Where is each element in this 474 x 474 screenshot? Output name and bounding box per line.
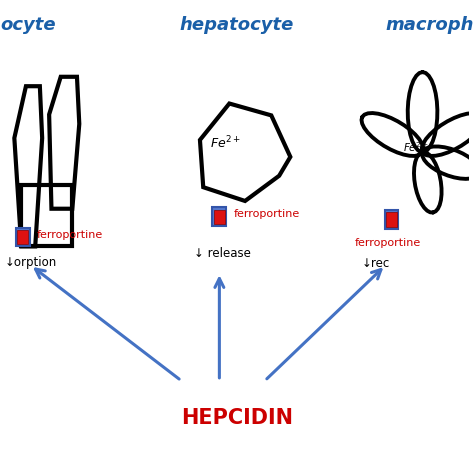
Text: ferroportine: ferroportine [36, 229, 103, 240]
Text: ferroportine: ferroportine [233, 210, 300, 219]
Text: ↓rec: ↓rec [361, 257, 390, 270]
Text: Fe$^{2+}$: Fe$^{2+}$ [210, 135, 241, 151]
Bar [386, 212, 397, 227]
Bar [384, 210, 399, 229]
Bar [18, 230, 28, 244]
Text: hepatocyte: hepatocyte [180, 16, 294, 34]
Bar [16, 228, 30, 246]
Text: ↓ release: ↓ release [194, 247, 251, 260]
Text: HEPCIDIN: HEPCIDIN [181, 409, 293, 428]
Text: ↓orption: ↓orption [5, 256, 57, 269]
Bar [212, 207, 226, 226]
Text: Fe$^{2+}$: Fe$^{2+}$ [403, 141, 428, 155]
Text: ocyte: ocyte [0, 16, 56, 34]
Text: macroph: macroph [385, 16, 474, 34]
Bar [214, 210, 225, 224]
Text: ferroportine: ferroportine [355, 238, 420, 248]
